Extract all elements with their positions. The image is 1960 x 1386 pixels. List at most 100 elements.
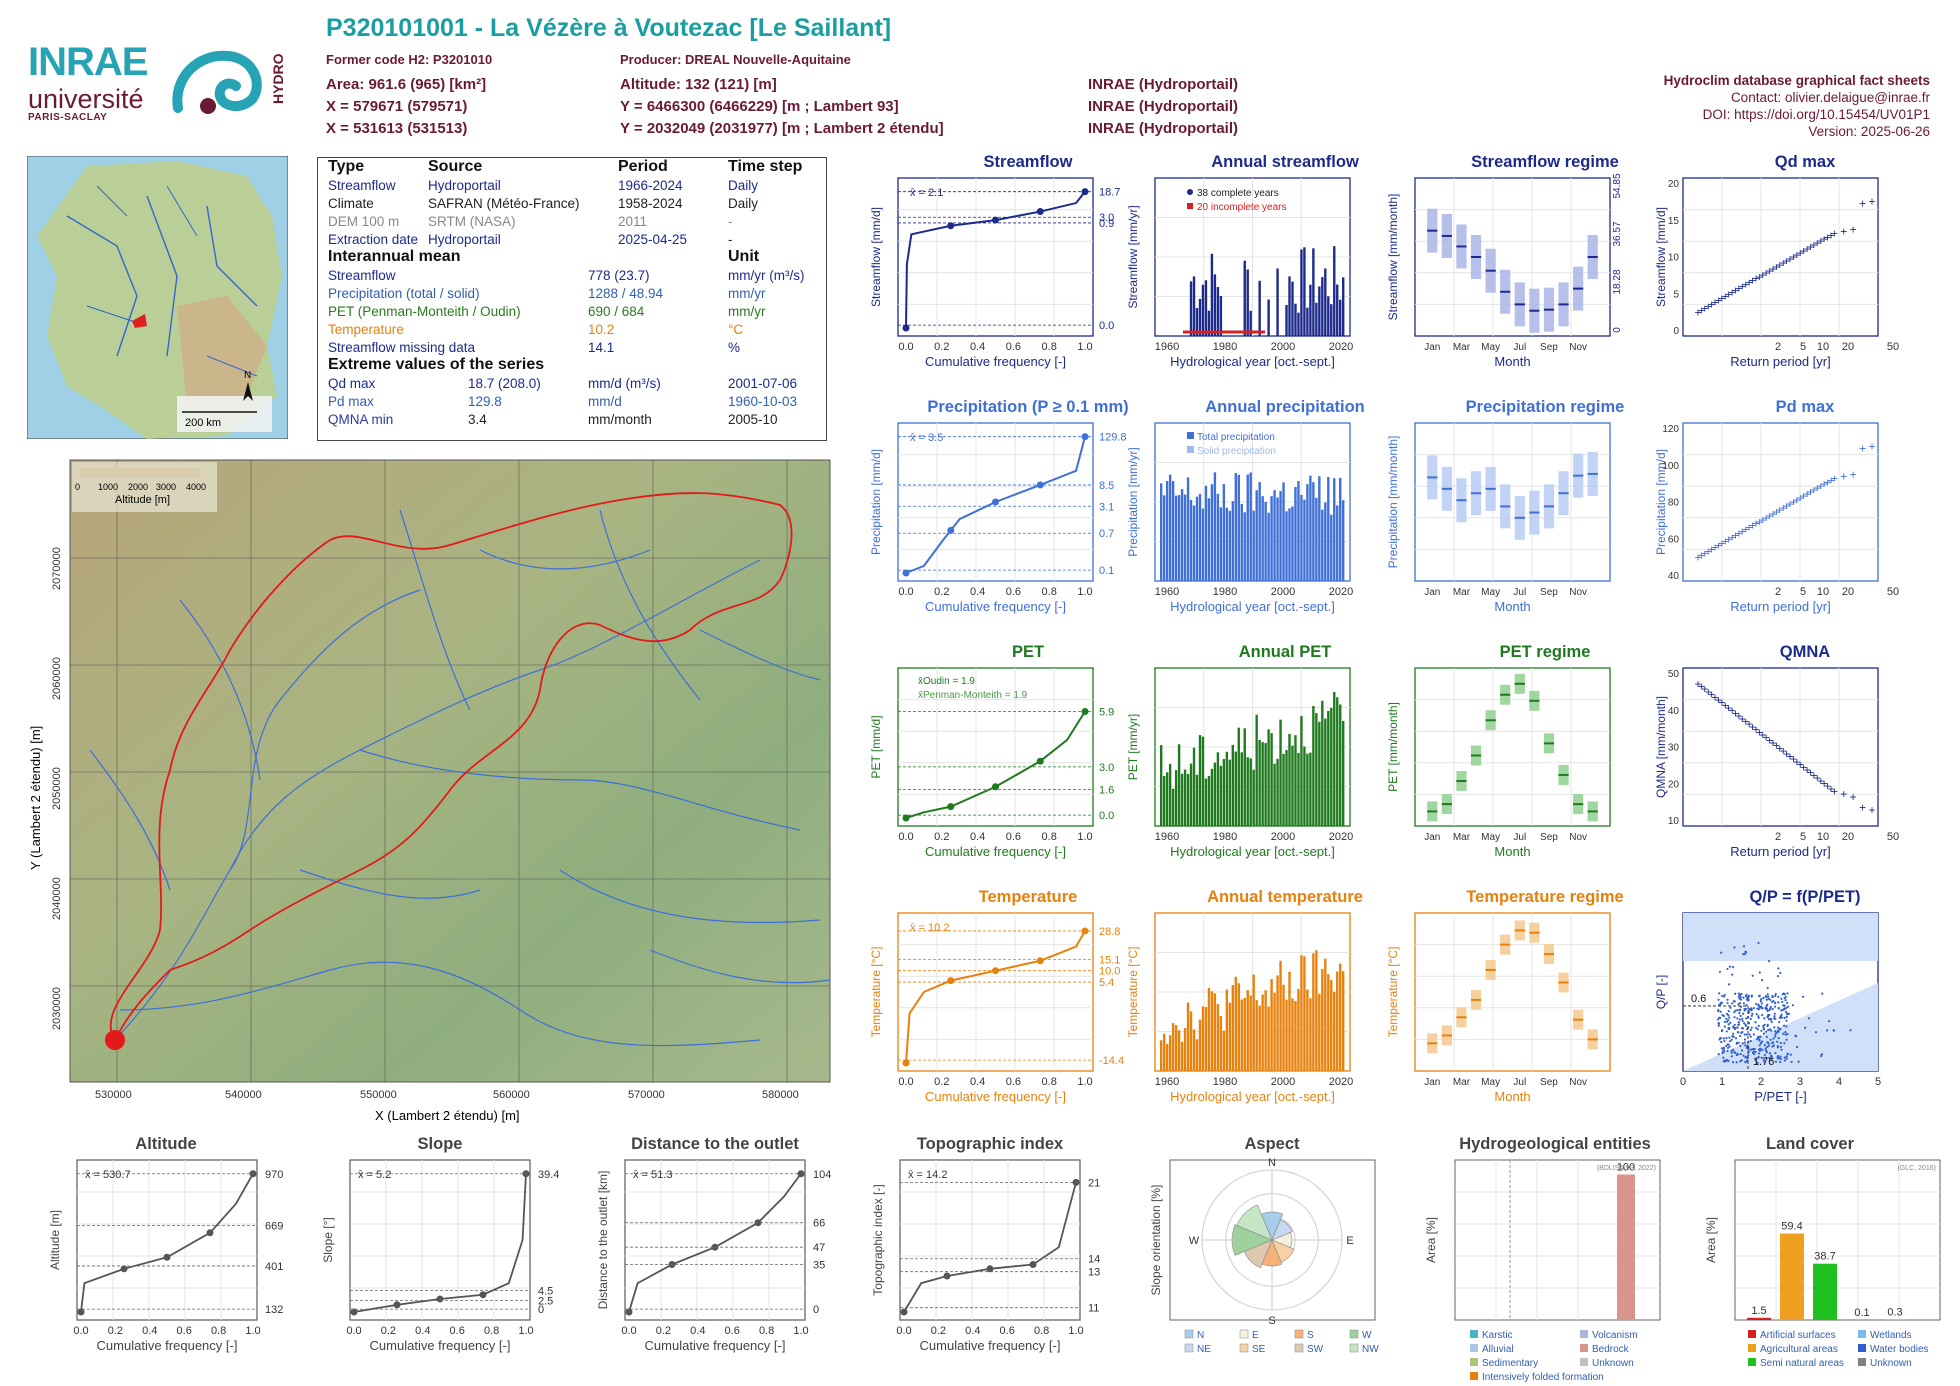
- qp-point: [1743, 952, 1747, 956]
- scatter-point: +: [1732, 529, 1739, 543]
- scatter-point: +: [1712, 690, 1719, 704]
- qp-point: [1734, 992, 1737, 995]
- qp-point: [1758, 994, 1761, 997]
- row-period: 2025-04-25: [618, 232, 688, 247]
- right-tick-label: 0.0: [1099, 810, 1114, 822]
- qp-point: [1764, 995, 1767, 999]
- cdf-point: [947, 803, 955, 811]
- x-axis-label: Hydrological year [oct.-sept.]: [1170, 1089, 1335, 1104]
- qp-point: [1743, 1041, 1746, 1044]
- annual-bar: [1294, 486, 1297, 581]
- qp-point: [1739, 1044, 1742, 1047]
- annual-bar: [1165, 1043, 1169, 1071]
- qp-point: [1768, 1028, 1772, 1031]
- panel-title: Altitude: [135, 1135, 197, 1153]
- locator-map: 200 km N: [27, 156, 288, 439]
- qp-point: [1751, 1048, 1755, 1051]
- qp-point: [1731, 1002, 1734, 1005]
- qp-point: [1727, 1010, 1730, 1013]
- panel-title: Streamflow regime: [1471, 153, 1619, 171]
- qp-point: [1776, 975, 1780, 978]
- scatter-point: +: [1814, 481, 1821, 495]
- qp-point: [1718, 970, 1722, 973]
- qp-point: [1795, 1045, 1799, 1049]
- qp-point: [1784, 1007, 1788, 1010]
- x-tick-label: 0.2: [381, 1325, 396, 1337]
- qp-point: [1777, 967, 1780, 970]
- scatter-point: +: [1752, 272, 1759, 286]
- annual-bar: [1246, 990, 1249, 1071]
- annual-bar: [1192, 276, 1196, 336]
- x-tick-label: 0.8: [1042, 586, 1057, 598]
- mean-unit: mm/yr: [728, 286, 766, 301]
- rose-sector: [1231, 1224, 1273, 1256]
- annual-bar: [1222, 484, 1226, 581]
- scatter-point: +: [1814, 236, 1821, 250]
- annual-bar: [1339, 963, 1342, 1071]
- extreme-unit: mm/d (m³/s): [588, 376, 661, 391]
- annual-bar: [1171, 788, 1175, 826]
- legend-marker: [1748, 1344, 1756, 1352]
- annual-bar: [1333, 246, 1336, 336]
- panel-title: Precipitation regime: [1465, 398, 1625, 416]
- qp-point: [1780, 1048, 1783, 1051]
- qp-point: [1754, 1021, 1757, 1024]
- qp-point: [1773, 1026, 1776, 1029]
- qp-point: [1786, 1012, 1789, 1015]
- panel-title: Q/P = f(P/PET): [1749, 888, 1861, 906]
- qp-point: [1738, 997, 1741, 1000]
- qp-point: [1763, 1053, 1766, 1057]
- qp-point: [1783, 1042, 1786, 1045]
- qp-point: [1821, 992, 1824, 995]
- annual-bar: [1321, 968, 1324, 1071]
- qp-point: [1780, 1009, 1783, 1012]
- scatter-point: +: [1807, 766, 1814, 780]
- x-tick-label: 2020: [1329, 831, 1353, 843]
- qp-point: [1766, 993, 1769, 996]
- scatter-point: +: [1705, 685, 1712, 699]
- x-tick-label: 0.6: [1006, 1076, 1021, 1088]
- x-axis-label: Month: [1494, 599, 1530, 614]
- scatter-point: +: [1807, 240, 1814, 254]
- x-tick-label: 1960: [1155, 1076, 1179, 1088]
- y-axis-label: Altitude [m]: [48, 1210, 62, 1270]
- qp-point: [1755, 1012, 1758, 1016]
- legend-label: Semi natural areas: [1760, 1358, 1844, 1369]
- x-tick-label: 2020: [1329, 341, 1353, 353]
- qp-point: [1758, 1039, 1761, 1042]
- row-step: Daily: [728, 196, 759, 211]
- landcover-bar: [1780, 1233, 1804, 1320]
- x-tick-label: 0.6: [1006, 831, 1021, 843]
- annual-bar: [1267, 512, 1270, 581]
- qp-point: [1725, 1030, 1728, 1033]
- x-axis-label: Return period [yr]: [1730, 354, 1830, 369]
- scatter-point: +: [1827, 228, 1834, 242]
- x-tick-label: May: [1481, 342, 1500, 353]
- extreme-title: Extreme values of the series: [328, 356, 545, 373]
- mean-value: 1288 / 48.94: [588, 286, 664, 301]
- compass-label: N: [1268, 1157, 1276, 1169]
- annual-bar: [1246, 474, 1249, 581]
- right-tick-label: 0.0: [1099, 320, 1114, 332]
- qp-point: [1750, 1008, 1753, 1011]
- qp-point: [1783, 996, 1786, 1000]
- right-tick-label: 3.1: [1099, 501, 1114, 513]
- annual-bar: [1213, 274, 1217, 336]
- hydro-logo-icon: [172, 50, 262, 114]
- qp-point: [1774, 1035, 1777, 1038]
- qp-point: [1778, 1020, 1781, 1024]
- qp-point: [1718, 1038, 1721, 1041]
- legend-marker: [1349, 1343, 1359, 1353]
- legend-marker: [1470, 1344, 1478, 1352]
- scatter-point: +: [1817, 479, 1824, 493]
- qp-point: [1725, 1017, 1728, 1020]
- annual-bar: [1198, 298, 1202, 336]
- scatter-point: +: [1868, 803, 1875, 817]
- qp-point: [1785, 1015, 1788, 1019]
- qp-point: [1768, 1008, 1771, 1012]
- qp-point: [1776, 1029, 1779, 1033]
- qp-point: [1751, 1012, 1754, 1016]
- x-axis-label: Return period [yr]: [1730, 844, 1830, 859]
- annual-bar: [1321, 700, 1324, 826]
- y-axis-label: PET [mm/month]: [1386, 702, 1400, 792]
